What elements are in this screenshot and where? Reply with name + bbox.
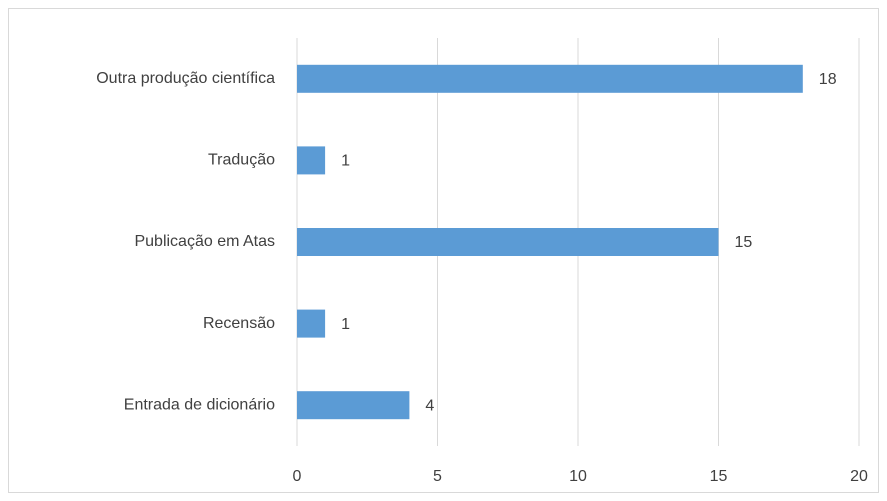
- x-tick-label: 5: [433, 468, 442, 485]
- x-tick-label: 20: [850, 468, 868, 485]
- bar: [297, 309, 326, 338]
- bar: [297, 64, 803, 93]
- data-label: 1: [341, 153, 350, 170]
- x-tick-label: 10: [569, 468, 587, 485]
- data-label: 4: [425, 397, 434, 414]
- y-tick-label: Recensão: [203, 315, 275, 332]
- x-tick-label: 0: [293, 468, 302, 485]
- y-tick-label: Entrada de dicionário: [124, 396, 275, 413]
- y-tick-label: Publicação em Atas: [134, 233, 275, 250]
- y-tick-label: Tradução: [208, 152, 275, 169]
- y-tick-label: Outra produção científica: [96, 70, 275, 87]
- bar: [297, 228, 719, 256]
- data-label: 1: [341, 316, 350, 333]
- data-label: 18: [819, 71, 837, 88]
- bar: [297, 146, 326, 175]
- bar: [297, 391, 410, 420]
- x-tick-label: 15: [710, 468, 728, 485]
- data-label: 15: [735, 234, 753, 251]
